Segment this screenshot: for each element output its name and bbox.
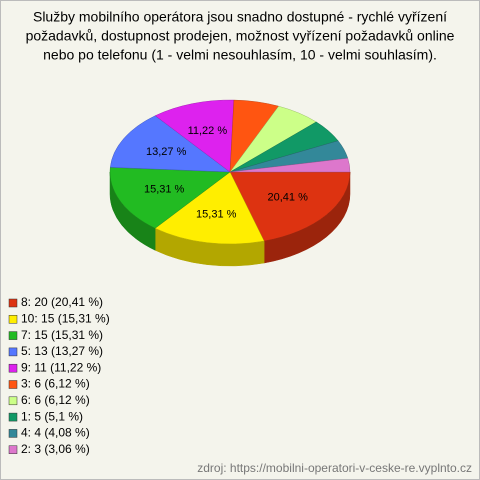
legend-label: 6: 6 (6,12 %) [21, 393, 90, 407]
slice [154, 171, 265, 245]
source: zdroj: https://mobilni-operatori-v-ceske… [197, 461, 472, 475]
legend-swatch [8, 363, 18, 373]
slice [229, 171, 351, 242]
legend-swatch [8, 331, 18, 340]
slice [154, 99, 235, 173]
legend-label: 10: 15 (15,31 %) [21, 311, 110, 325]
chart-title: nebo po telefonu (1 - velmi nesouhlasím,… [43, 47, 437, 63]
slice [110, 115, 231, 173]
legend-label: 3: 6 (6,12 %) [21, 377, 90, 391]
legend-swatch [8, 347, 18, 357]
legend-label: 1: 5 (5,1 %) [21, 409, 83, 423]
legend-label: 4: 4 (4,08 %) [21, 426, 90, 440]
chart-title: Služby mobilního operátora jsou snadno d… [33, 9, 447, 25]
legend-swatch [8, 380, 18, 389]
slice [229, 158, 351, 173]
slice [109, 167, 231, 229]
slice-label: 13,27 % [146, 146, 187, 158]
legend-swatch [8, 315, 18, 324]
legend-swatch [8, 298, 18, 308]
chart-title: požadavků, dostupnost prodejen, možnost … [26, 28, 455, 44]
slice-label: 15,31 % [196, 208, 237, 220]
slice-label: 11,22 % [188, 125, 228, 137]
legend-label: 7: 15 (15,31 %) [21, 328, 103, 342]
legend-swatch [8, 429, 18, 438]
legend-label: 2: 3 (3,06 %) [21, 442, 90, 456]
legend-label: 5: 13 (13,27 %) [21, 344, 103, 358]
legend-swatch [8, 445, 18, 454]
slice-label: 15,31 % [144, 183, 185, 195]
legend-swatch [8, 396, 18, 406]
legend-label: 8: 20 (20,41 %) [21, 295, 103, 309]
legend-label: 9: 11 (11,22 %) [21, 360, 101, 374]
legend-swatch [8, 412, 18, 422]
slice-label: 20,41 % [268, 192, 309, 204]
